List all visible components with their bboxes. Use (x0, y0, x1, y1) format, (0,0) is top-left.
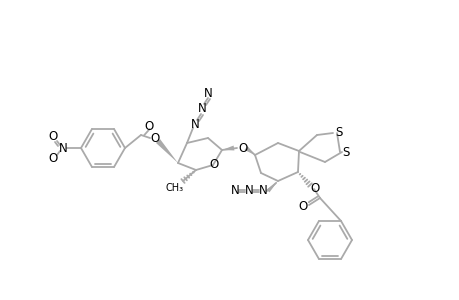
Text: N: N (190, 118, 199, 130)
Text: S: S (341, 146, 349, 158)
Text: N: N (203, 86, 212, 100)
Text: N: N (244, 184, 253, 197)
Text: O: O (144, 119, 153, 133)
Text: N: N (58, 142, 67, 154)
Text: O: O (48, 130, 57, 143)
Text: O: O (298, 200, 307, 214)
Text: O: O (150, 133, 159, 146)
Polygon shape (244, 146, 254, 155)
Polygon shape (222, 146, 234, 151)
Text: O: O (238, 142, 247, 154)
Text: O: O (48, 152, 57, 166)
Text: CH₃: CH₃ (166, 183, 184, 193)
Text: N: N (230, 184, 239, 197)
Text: N: N (197, 103, 206, 116)
Polygon shape (266, 181, 277, 192)
Text: N: N (258, 184, 267, 197)
Text: S: S (335, 127, 342, 140)
Text: O: O (310, 182, 319, 194)
Polygon shape (156, 139, 178, 163)
Text: O: O (209, 158, 218, 170)
